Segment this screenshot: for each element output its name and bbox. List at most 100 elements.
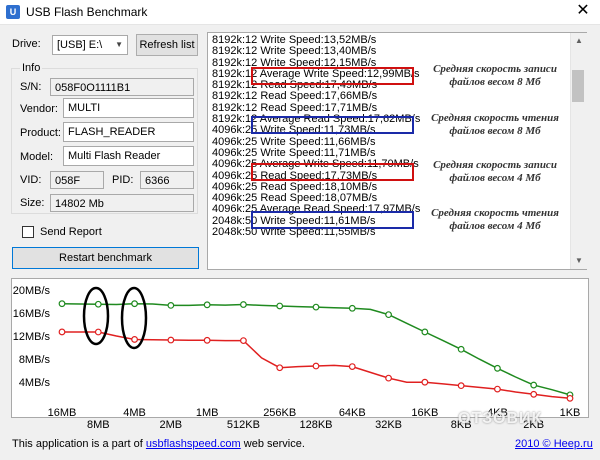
series-point xyxy=(167,336,175,344)
series-point xyxy=(240,337,247,345)
chevron-down-icon: ▼ xyxy=(115,40,123,49)
log-line: 4096k:25 Read Speed:18,07MB/s xyxy=(212,192,378,205)
x-tick-label: 8KB xyxy=(450,419,472,431)
log-line: 4096k:25 Write Speed:11,66MB/s xyxy=(212,135,376,148)
sn-field: 058F0O1111B1 xyxy=(50,78,194,96)
series-point xyxy=(203,336,211,344)
x-tick-label: 1KB xyxy=(559,407,581,419)
series-point xyxy=(348,363,356,370)
footer-text-before: This application is a part of xyxy=(12,438,143,450)
log-line: 2048k:50 Write Speed:11,55MB/s xyxy=(212,226,376,239)
scroll-thumb[interactable] xyxy=(572,70,584,102)
x-tick-label: 8MB xyxy=(86,419,110,431)
x-tick-label: 4MB xyxy=(123,407,146,419)
log-line: 8192k:12 Write Speed:12,15MB/s xyxy=(212,56,377,69)
x-tick-label: 32KB xyxy=(375,419,403,431)
x-tick-label: 256KB xyxy=(263,407,297,419)
drive-select-value: [USB] E:\ xyxy=(57,39,103,51)
annotation-read-8mb: Средняя скорость чтения файлов весом 8 Мб xyxy=(431,112,559,137)
log-lines: 8192k:12 Write Speed:13,52MB/s 8192k:12 W… xyxy=(212,34,421,239)
vid-label: VID: xyxy=(20,174,42,186)
series-point xyxy=(457,382,465,390)
series-point xyxy=(276,302,284,310)
series-point xyxy=(494,385,501,393)
series-point xyxy=(385,374,392,382)
series-point xyxy=(58,328,66,336)
series-point xyxy=(457,345,465,353)
highlight-box-write-8mb xyxy=(251,67,414,85)
pid-label: PID: xyxy=(112,174,134,186)
x-tick-label: 4KB xyxy=(487,407,508,419)
series-point xyxy=(385,311,392,319)
close-icon[interactable]: ✕ xyxy=(576,2,590,19)
log-line: 8192k:12 Read Speed:17,71MB/s xyxy=(212,101,378,114)
footer-text: This application is a part of usbflashsp… xyxy=(12,438,305,450)
drive-select[interactable]: [USB] E:\ ▼ xyxy=(52,35,128,55)
x-tick-label: 16MB xyxy=(47,407,77,419)
series-point xyxy=(58,300,66,308)
y-tick-label: 8MB/s xyxy=(18,353,50,366)
info-legend: Info xyxy=(20,62,43,74)
series-point xyxy=(131,300,138,308)
series-point xyxy=(203,301,211,309)
log-line: 8192k:12 Average Read Speed:17,62MB/s xyxy=(212,113,421,126)
y-tick-label: 20MB/s xyxy=(12,284,50,297)
series-point xyxy=(94,300,102,308)
log-line: 4096k:25 Read Speed:17,73MB/s xyxy=(212,169,378,182)
log-line: 8192k:12 Read Speed:17,66MB/s xyxy=(212,90,378,103)
series-line xyxy=(61,302,571,396)
series-point xyxy=(94,328,102,336)
pid-field: 6366 xyxy=(140,171,194,189)
log-line: 4096k:25 Read Speed:18,10MB/s xyxy=(212,180,378,193)
refresh-list-button[interactable]: Refresh list xyxy=(136,34,198,56)
log-line: 4096k:25 Average Read Speed:17,97MB/s xyxy=(212,203,421,216)
vendor-field[interactable]: MULTI xyxy=(63,98,194,118)
log-line: 8192k:12 Write Speed:13,52MB/s xyxy=(212,34,377,46)
annotation-write-4mb: Средняя скорость записи файлов весом 4 Мб xyxy=(433,159,557,184)
log-panel[interactable]: 8192k:12 Write Speed:13,52MB/s 8192k:12 W… xyxy=(207,32,587,270)
series-point xyxy=(312,362,320,370)
restart-benchmark-button[interactable]: Restart benchmark xyxy=(12,247,199,269)
series-point xyxy=(167,302,175,309)
send-report-checkbox[interactable] xyxy=(22,226,34,238)
y-tick-label: 12MB/s xyxy=(12,330,50,343)
footer-text-after: web service. xyxy=(243,438,305,450)
annotation-write-8mb: Средняя скорость записи файлов весом 8 Мб xyxy=(433,63,557,88)
series-point xyxy=(494,364,501,372)
scroll-down-icon[interactable]: ▼ xyxy=(575,256,583,265)
annotation-ellipse xyxy=(120,286,148,350)
log-line: 4096k:25 Write Speed:11,73MB/s xyxy=(212,124,376,137)
series-point xyxy=(530,390,538,398)
product-field[interactable]: FLASH_READER xyxy=(63,122,194,142)
x-tick-label: 64KB xyxy=(338,407,366,419)
size-label: Size: xyxy=(20,197,45,209)
model-field[interactable]: Multi Flash Reader xyxy=(63,146,194,166)
series-point xyxy=(276,364,284,372)
footer-link[interactable]: usbflashspeed.com xyxy=(145,438,241,450)
series-point xyxy=(566,394,574,402)
annotation-read-4mb: Средняя скорость чтения файлов весом 4 Мб xyxy=(431,207,559,232)
footer-copyright-link[interactable]: 2010 © Heep.ru xyxy=(515,438,593,450)
x-tick-label: 2KB xyxy=(523,419,545,431)
y-tick-label: 16MB/s xyxy=(12,307,50,320)
vendor-label: Vendor: xyxy=(20,103,58,115)
highlight-box-read-8mb xyxy=(251,116,414,134)
series-point xyxy=(348,304,356,312)
series-point xyxy=(421,378,429,386)
x-tick-label: 128KB xyxy=(299,419,333,431)
model-label: Model: xyxy=(20,151,54,163)
series-point xyxy=(312,303,320,311)
scroll-up-icon[interactable]: ▲ xyxy=(575,36,583,45)
highlight-box-read-4mb xyxy=(251,211,414,229)
product-label: Product: xyxy=(20,127,61,139)
log-line: 2048k:50 Write Speed:11,61MB/s xyxy=(212,214,376,227)
send-report-label: Send Report xyxy=(40,226,102,238)
series-point xyxy=(530,381,538,389)
log-line: 4096k:25 Write Speed:11,71MB/s xyxy=(212,146,376,159)
x-tick-label: 2MB xyxy=(159,419,183,431)
series-point xyxy=(421,328,429,336)
watermark: ОТЗОВИК xyxy=(458,410,543,427)
x-tick-label: 512KB xyxy=(226,419,260,431)
sn-label: S/N: xyxy=(20,81,42,93)
